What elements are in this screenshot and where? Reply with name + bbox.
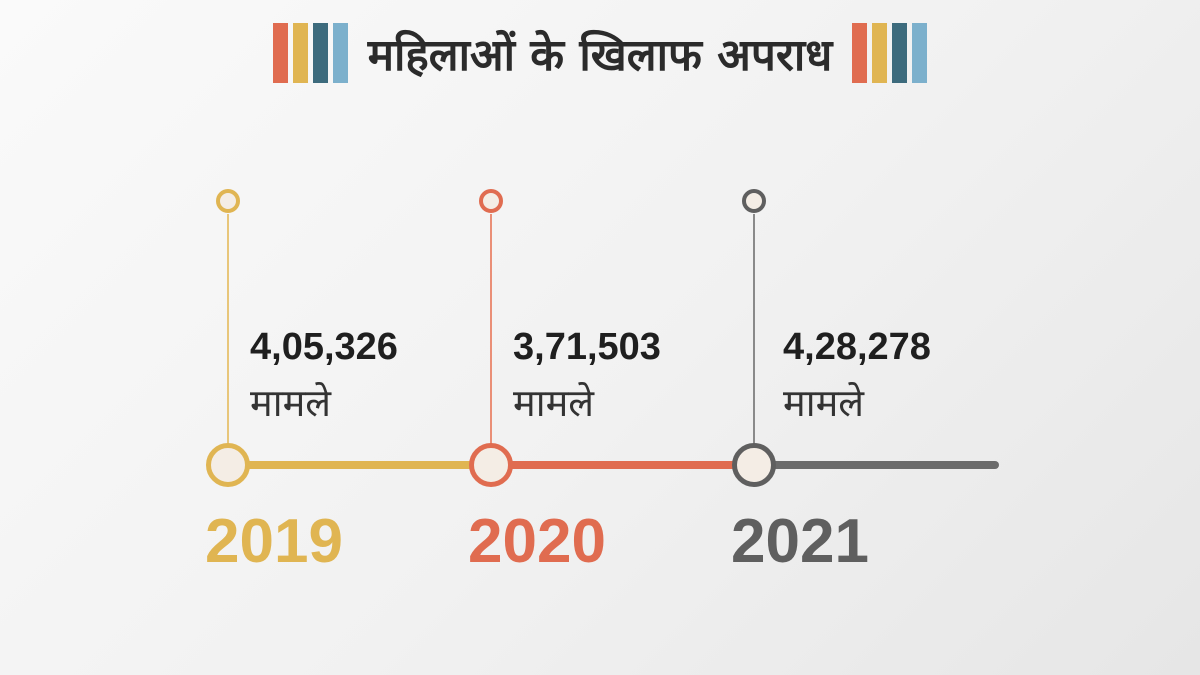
case-count-2020: 3,71,503 xyxy=(513,326,661,368)
stripe-blue xyxy=(912,23,928,83)
stem-2021 xyxy=(753,214,755,452)
stem-2019 xyxy=(227,214,229,452)
stripe-teal xyxy=(312,23,328,83)
year-label-2019: 2019 xyxy=(205,507,343,576)
case-unit-2021: मामले xyxy=(783,381,865,425)
node-2021 xyxy=(732,443,776,487)
timeline-segment-2021 xyxy=(752,461,999,469)
stripe-blue xyxy=(332,23,348,83)
stripe-orange xyxy=(852,23,868,83)
stripe-teal xyxy=(892,23,908,83)
pin-marker-2020 xyxy=(479,189,503,213)
title-row: महिलाओं के खिलाफ अपराध xyxy=(0,18,1200,88)
node-2020 xyxy=(469,443,513,487)
decorative-stripes-right xyxy=(852,23,928,83)
page-title: महिलाओं के खिलाफ अपराध xyxy=(367,30,833,81)
stem-2020 xyxy=(490,214,492,452)
case-unit-2020: मामले xyxy=(513,381,595,425)
stripe-yellow xyxy=(292,23,308,83)
stripe-orange xyxy=(272,23,288,83)
year-label-2021: 2021 xyxy=(731,507,869,576)
year-label-2020: 2020 xyxy=(468,507,606,576)
stripe-yellow xyxy=(872,23,888,83)
decorative-stripes-left xyxy=(272,23,348,83)
case-count-2019: 4,05,326 xyxy=(250,326,398,368)
node-2019 xyxy=(206,443,250,487)
case-count-2021: 4,28,278 xyxy=(783,326,931,368)
case-unit-2019: मामले xyxy=(250,381,332,425)
timeline-segment-2020 xyxy=(490,461,756,469)
timeline-segment-2019 xyxy=(228,461,494,469)
pin-marker-2019 xyxy=(216,189,240,213)
pin-marker-2021 xyxy=(742,189,766,213)
